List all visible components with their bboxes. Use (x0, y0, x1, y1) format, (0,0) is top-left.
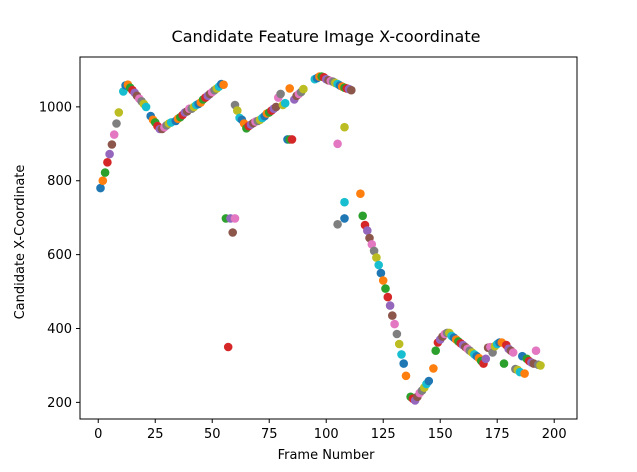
data-point (105, 149, 114, 159)
data-point (223, 342, 233, 352)
x-tick-label: 75 (261, 427, 278, 442)
data-point (285, 84, 295, 93)
data-point (431, 346, 441, 356)
data-point (107, 140, 117, 149)
data-point (219, 80, 228, 89)
data-point (333, 220, 342, 229)
x-tick-label: 150 (428, 427, 453, 442)
data-point (374, 260, 384, 270)
data-point (141, 102, 151, 112)
data-point (390, 319, 399, 329)
data-point (96, 183, 105, 193)
data-point (271, 102, 281, 112)
data-point (103, 158, 112, 167)
data-point (536, 361, 545, 370)
data-point (114, 108, 124, 117)
x-tick-label: 100 (314, 427, 339, 442)
data-point (429, 364, 438, 373)
y-axis-label: Candidate X-Coordinate (13, 165, 28, 320)
data-point (356, 189, 365, 198)
x-axis-label: Frame Number (278, 448, 376, 463)
data-point (388, 311, 397, 320)
y-tick-label: 1000 (39, 100, 72, 115)
data-point (276, 89, 285, 99)
data-point (347, 85, 356, 95)
data-point (233, 106, 242, 115)
data-point (378, 276, 388, 285)
data-point (358, 211, 368, 221)
data-point (100, 168, 110, 177)
data-point (392, 329, 402, 339)
data-point (383, 292, 393, 302)
y-tick-label: 800 (47, 174, 72, 189)
data-points (96, 72, 545, 405)
data-point (381, 284, 390, 293)
x-axis: 0 25 50 75 100 125 150 175 200 (94, 419, 567, 442)
y-tick-label: 200 (47, 396, 72, 411)
axes-frame (79, 56, 578, 420)
data-point (372, 253, 381, 262)
data-point (481, 354, 491, 364)
data-point (363, 226, 372, 235)
data-point (424, 376, 434, 386)
data-point (228, 228, 237, 237)
data-point (508, 348, 518, 357)
data-point (230, 214, 240, 223)
data-point (280, 98, 290, 108)
data-point (112, 119, 121, 128)
data-point (299, 84, 308, 94)
data-point (333, 139, 342, 149)
data-point (369, 246, 379, 256)
data-point (397, 350, 406, 359)
data-point (394, 339, 404, 349)
data-point (340, 214, 349, 223)
data-point (499, 359, 509, 368)
data-point (367, 240, 377, 249)
x-tick-label: 125 (371, 427, 396, 442)
data-point (340, 122, 349, 132)
x-tick-label: 25 (147, 427, 164, 442)
data-point (287, 135, 297, 144)
x-tick-label: 50 (204, 427, 221, 442)
data-point (401, 371, 411, 381)
x-tick-label: 0 (94, 427, 102, 442)
data-point (109, 130, 119, 139)
chart-title: Candidate Feature Image X-coordinate (172, 27, 481, 46)
data-point (385, 301, 395, 310)
data-point (520, 369, 529, 378)
x-tick-label: 200 (542, 427, 567, 442)
y-tick-label: 400 (47, 322, 72, 337)
data-point (399, 359, 409, 368)
data-point (531, 346, 541, 356)
x-tick-label: 175 (485, 427, 510, 442)
y-axis: 200 400 600 800 1000 (39, 100, 80, 411)
y-tick-label: 600 (47, 248, 72, 263)
data-point (98, 176, 108, 185)
data-point (376, 268, 386, 278)
data-point (340, 197, 349, 207)
